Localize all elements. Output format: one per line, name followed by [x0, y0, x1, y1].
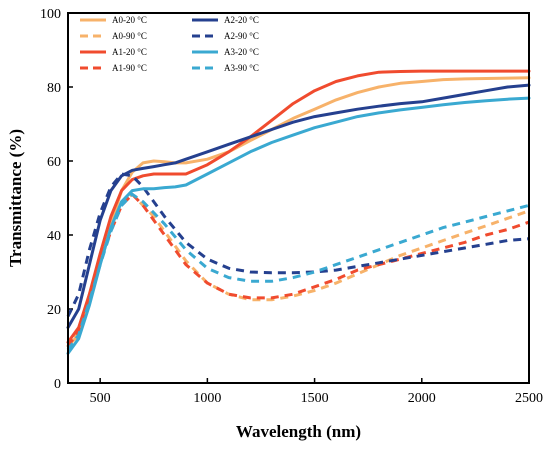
series-line-6	[66, 96, 531, 355]
legend-label-3: A1-90 °C	[112, 63, 147, 73]
y-tick-label: 20	[47, 303, 61, 318]
series-line-2	[66, 69, 531, 344]
x-tick-label: 2500	[515, 391, 543, 406]
x-tick-label: 1000	[193, 391, 221, 406]
y-tick-label: 80	[47, 81, 61, 96]
series-line-5	[66, 172, 530, 318]
x-axis-title: Wavelength (nm)	[236, 422, 361, 441]
series-layer	[66, 69, 531, 355]
y-axis-title: Transmittance (%)	[6, 129, 25, 267]
legend-label-5: A2-90 °C	[224, 31, 259, 41]
tick-labels: 500 1000 1500 2000 2500 0 20 40 60 80 100	[40, 7, 543, 406]
legend: A0-20 °C A0-90 °C A1-20 °C A1-90 °C A2-20 °C…	[80, 15, 259, 73]
y-tick-label: 100	[40, 7, 61, 22]
series-line-0	[66, 76, 531, 348]
legend-label-0: A0-20 °C	[112, 15, 147, 25]
plot-frame	[67, 12, 530, 384]
x-tick-label: 2000	[408, 391, 436, 406]
y-tick-label: 40	[47, 229, 61, 244]
x-tick-label: 1500	[301, 391, 329, 406]
y-tick-label: 0	[54, 377, 61, 392]
legend-label-1: A0-90 °C	[112, 31, 147, 41]
legend-label-4: A2-20 °C	[224, 15, 259, 25]
series-line-3	[66, 192, 530, 347]
y-tick-label: 60	[47, 155, 61, 170]
series-line-4	[66, 83, 531, 329]
legend-label-2: A1-20 °C	[112, 47, 147, 57]
legend-label-6: A3-20 °C	[224, 47, 259, 57]
legend-label-7: A3-90 °C	[224, 63, 259, 73]
x-tick-label: 500	[90, 391, 111, 406]
